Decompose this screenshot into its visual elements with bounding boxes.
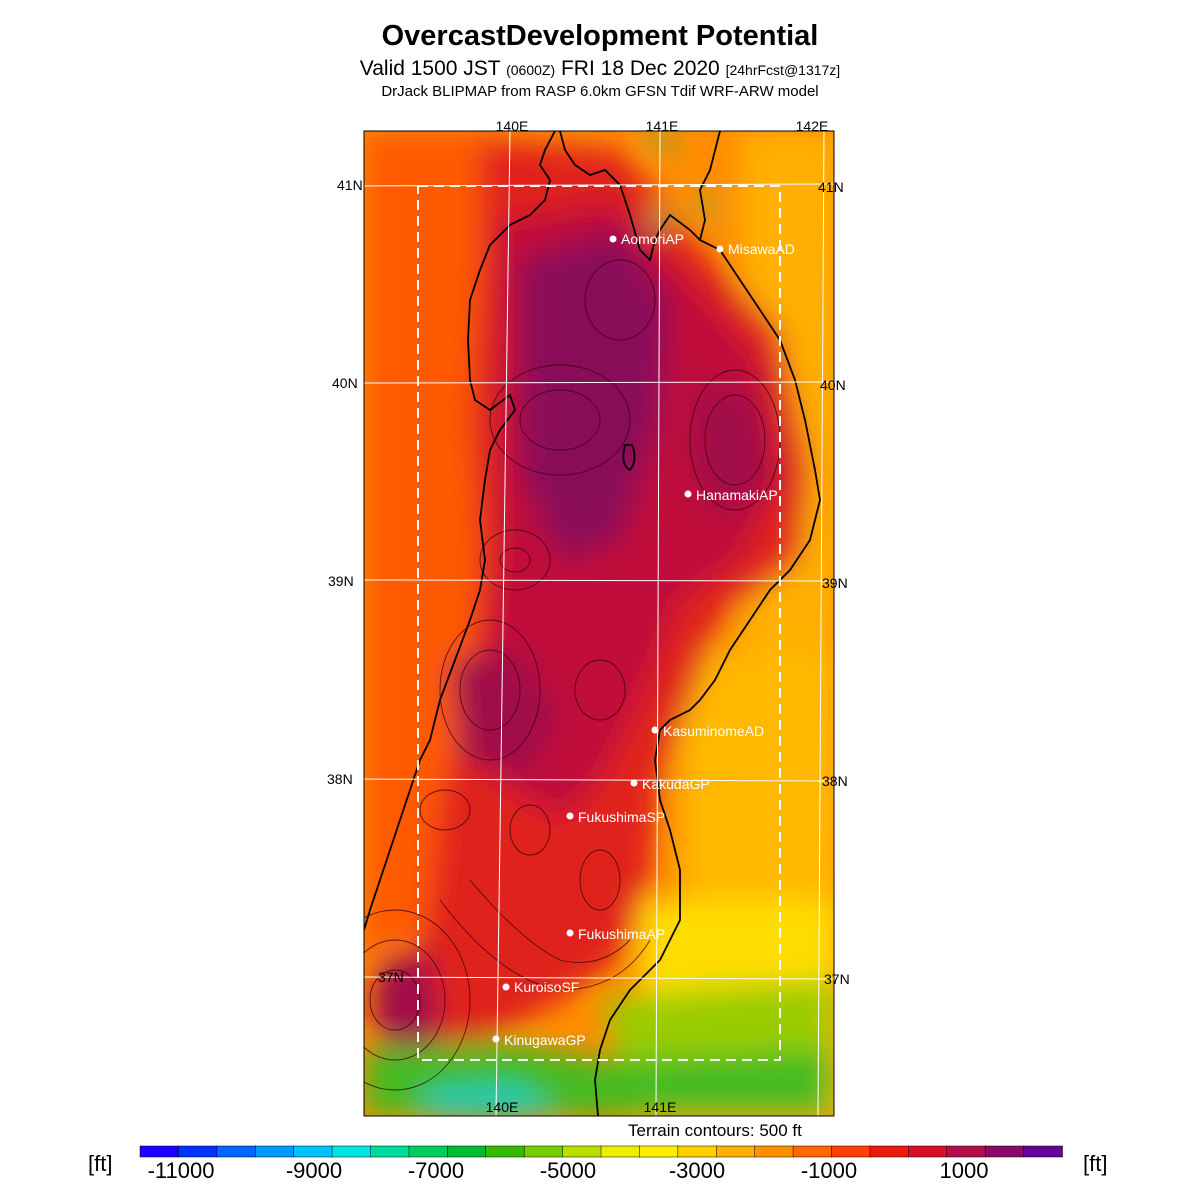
legend-unit-left: [ft] — [88, 1151, 113, 1176]
valid-time-line: Valid 1500 JST (0600Z) FRI 18 Dec 2020 [… — [0, 57, 1200, 81]
station-label: KinugawaGP — [504, 1032, 586, 1048]
map-title: OvercastDevelopment Potential — [381, 20, 819, 52]
station-label: MisawaAD — [728, 241, 795, 257]
model-info: DrJack BLIPMAP from RASP 6.0km GFSN Tdif… — [381, 83, 819, 100]
coastline — [364, 131, 821, 1116]
station-kakudagp: KakudaGP — [630, 776, 710, 792]
forecast-info: [24hrFcst@1317z] — [725, 62, 841, 78]
legend-swatch — [908, 1145, 948, 1158]
station-marker — [716, 245, 724, 253]
station-kinugawagp: KinugawaGP — [492, 1032, 586, 1048]
station-fukushimasp: FukushimaSP — [566, 809, 665, 825]
lat-label-41n-right: 41N — [818, 179, 844, 195]
legend-swatch — [1023, 1145, 1063, 1158]
station-label: KakudaGP — [642, 776, 710, 792]
lat-label-37n-left: 37N — [378, 969, 404, 985]
legend-swatch — [754, 1145, 794, 1158]
domain-boundary — [417, 185, 781, 1061]
station-hanamakiap: HanamakiAP — [684, 487, 778, 503]
lat-label-38n-right: 38N — [822, 773, 848, 789]
map-frame — [363, 130, 835, 1117]
terrain-contours — [364, 259, 781, 1091]
station-marker — [651, 726, 659, 734]
lon-label-141e-top: 141E — [646, 118, 679, 134]
station-marker — [566, 929, 574, 937]
legend-tick-label: -5000 — [540, 1158, 596, 1183]
legend-tick-label: -1000 — [801, 1158, 857, 1183]
station-aomoriap: AomoriAP — [609, 231, 684, 247]
station-marker — [630, 779, 638, 787]
color-legend — [139, 1145, 1063, 1158]
valid-utc: (0600Z) — [506, 62, 556, 78]
legend-swatch — [869, 1145, 910, 1158]
legend-swatch — [370, 1145, 410, 1158]
lat-label-40n-right: 40N — [820, 377, 846, 393]
legend-swatch — [600, 1145, 641, 1158]
legend-tick-label: -7000 — [408, 1158, 464, 1183]
legend-tick-label: -9000 — [286, 1158, 342, 1183]
lat-label-40n-left: 40N — [332, 375, 358, 391]
legend-swatch — [831, 1145, 871, 1158]
station-label: AomoriAP — [621, 231, 684, 247]
lon-label-140e-top: 140E — [496, 118, 529, 134]
station-label: KasuminomeAD — [663, 723, 764, 739]
valid-date: FRI 18 Dec 2020 — [560, 57, 720, 80]
legend-swatch — [293, 1145, 333, 1158]
legend-swatch — [485, 1145, 525, 1158]
legend-tick-labels: -11000 -9000 -7000 -5000 -3000 -1000 100… — [148, 1158, 989, 1183]
legend-swatch — [255, 1145, 295, 1158]
legend-swatch — [562, 1145, 602, 1158]
station-label: FukushimaSP — [578, 809, 665, 825]
legend-swatch — [178, 1145, 218, 1158]
lat-label-41n-left: 41N — [337, 177, 363, 193]
lon-label-141e-bottom: 141E — [644, 1099, 677, 1115]
legend-swatch — [984, 1145, 1025, 1158]
station-label: FukushimaAP — [578, 926, 665, 942]
station-label: KuroisoSF — [514, 979, 579, 995]
station-kasuminomead: KasuminomeAD — [651, 723, 764, 739]
legend-swatch — [216, 1145, 256, 1158]
legend-unit-right: [ft] — [1083, 1151, 1108, 1176]
station-marker — [609, 235, 617, 243]
map-field — [364, 131, 834, 1116]
lat-label-39n-left: 39N — [328, 573, 354, 589]
lat-label-39n-right: 39N — [822, 575, 848, 591]
station-fukushimaap: FukushimaAP — [566, 926, 665, 942]
stations: AomoriAP MisawaAD HanamakiAP KasuminomeA… — [492, 231, 795, 1048]
station-misawaad: MisawaAD — [716, 241, 795, 257]
lon-label-140e-bottom: 140E — [486, 1099, 519, 1115]
lat-label-38n-left: 38N — [327, 771, 353, 787]
station-marker — [502, 983, 510, 991]
legend-tick-label: -3000 — [669, 1158, 725, 1183]
legend-swatch — [677, 1145, 717, 1158]
legend-swatch — [523, 1145, 564, 1158]
station-marker — [684, 490, 692, 498]
legend-swatch — [408, 1145, 449, 1158]
station-label: HanamakiAP — [696, 487, 778, 503]
legend-swatch — [331, 1145, 372, 1158]
legend-tick-label: 1000 — [940, 1158, 989, 1183]
station-kuroisosf: KuroisoSF — [502, 979, 579, 995]
legend-tick-label: -11000 — [148, 1158, 215, 1183]
legend-swatch — [792, 1145, 833, 1158]
valid-main: Valid 1500 JST — [359, 57, 501, 80]
legend-swatch — [139, 1145, 180, 1158]
legend-swatch — [447, 1145, 487, 1158]
legend-swatch — [639, 1145, 679, 1158]
terrain-contour-note: Terrain contours: 500 ft — [628, 1121, 802, 1140]
legend-swatch — [946, 1145, 986, 1158]
station-marker — [492, 1035, 500, 1043]
lon-label-142e-top: 142E — [796, 118, 829, 134]
lat-label-37n-right: 37N — [824, 971, 850, 987]
station-marker — [566, 812, 574, 820]
legend-swatch — [716, 1145, 756, 1158]
